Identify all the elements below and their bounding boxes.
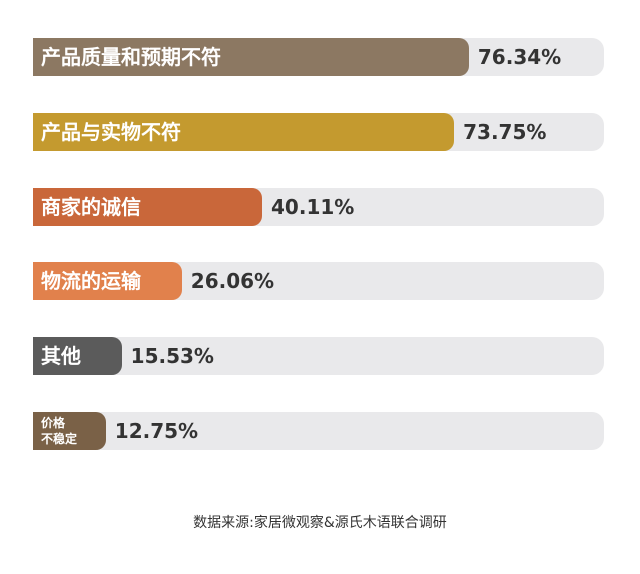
source-note: 数据来源:家居微观察&源氏木语联合调研 [193,515,447,531]
value-label: 76.34% [477,45,562,69]
value-label: 40.11% [271,194,355,219]
category-label: 其他 [41,344,81,369]
value-label: 15.53% [130,344,214,369]
bar [33,337,122,376]
bar [33,187,263,226]
category-label: 价格 不稳定 [41,416,78,446]
category-label: 物流的运输 [41,269,141,294]
bar [33,262,182,301]
bar [33,112,455,151]
category-label: 产品质量和预期不符 [41,45,221,69]
bar-track [33,337,604,376]
value-label: 73.75% [463,119,547,144]
category-label: 商家的诚信 [41,194,141,219]
bar-track [33,412,604,450]
bar [33,38,469,76]
value-label: 12.75% [114,419,199,443]
bar [33,412,106,450]
value-label: 26.06% [190,269,275,294]
category-label: 产品与实物不符 [41,119,181,144]
